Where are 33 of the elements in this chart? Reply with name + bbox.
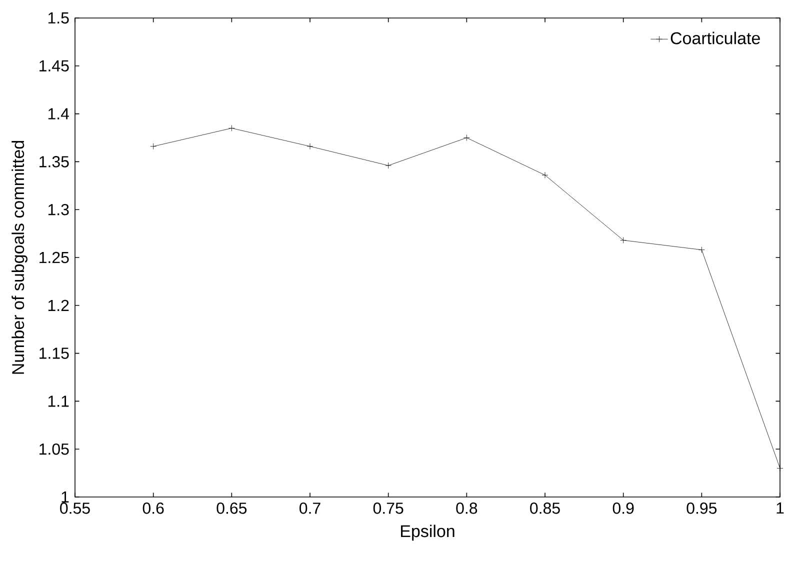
- y-axis-title: Number of subgoals committed: [12, 141, 28, 374]
- x-axis-title: Epsilon: [401, 524, 454, 541]
- x-tick-label: 1: [776, 502, 784, 514]
- point: [228, 124, 235, 132]
- y-tick-label: 1.1: [48, 396, 69, 407]
- point: [698, 246, 705, 254]
- y-tick-label: 1.05: [40, 443, 69, 455]
- point: [385, 162, 392, 169]
- y-tick-label: 1.45: [40, 60, 69, 72]
- point: [542, 172, 548, 178]
- x-tick-label: 0.8: [456, 502, 478, 514]
- y-tick-label: 1: [62, 491, 69, 503]
- point: [776, 465, 784, 472]
- y-tick-label: 1.4: [48, 108, 69, 120]
- point: [150, 143, 157, 150]
- x-tick-label: 0.7: [300, 502, 320, 514]
- x-tick-label: 0.9: [612, 502, 634, 514]
- x-tick-label: 0.6: [142, 502, 164, 514]
- y-tick-label: 1.25: [40, 252, 69, 264]
- point: [463, 134, 470, 141]
- x-tick-label: 0.95: [686, 502, 717, 514]
- x-tick-label: 0.75: [373, 502, 404, 514]
- x-tick-label: 0.55: [60, 502, 90, 514]
- legend-label: Coarticulate: [670, 32, 760, 44]
- point: [306, 143, 314, 150]
- y-tick-label: 1.5: [48, 12, 69, 24]
- point: [620, 237, 627, 244]
- x-tick-label: 0.85: [530, 502, 560, 514]
- y-tick-label: 1.35: [40, 156, 69, 168]
- x-tick-label: 0.65: [216, 502, 247, 514]
- y-tick-label: 1.15: [40, 348, 69, 359]
- y-tick-label: 1.2: [48, 300, 69, 311]
- y-tick-label: 1.3: [48, 204, 69, 216]
